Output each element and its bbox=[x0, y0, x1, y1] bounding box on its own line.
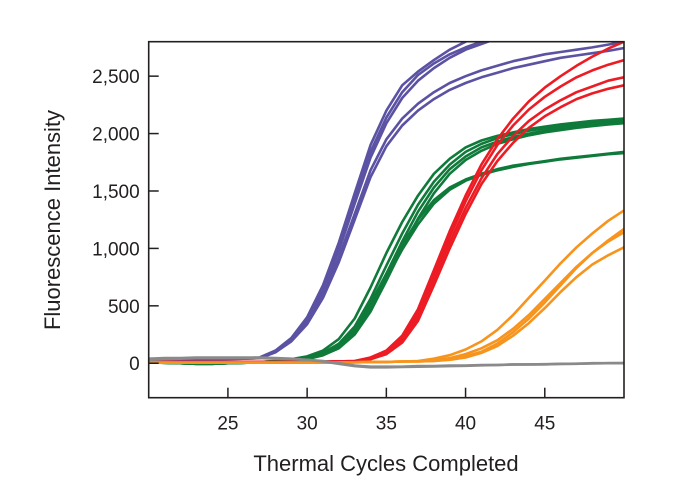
series-line-3 bbox=[149, 120, 624, 366]
series-line-11 bbox=[149, 46, 624, 362]
plot-frame bbox=[147, 40, 625, 399]
series-line-19 bbox=[149, 246, 624, 364]
y-axis-title: Fluorescence Intensity bbox=[40, 110, 65, 330]
series-line-12 bbox=[149, 42, 624, 364]
series-line-16 bbox=[149, 209, 624, 364]
series-line-10 bbox=[149, 42, 624, 362]
y-tick-label: 1,500 bbox=[92, 182, 140, 203]
x-tick-label: 30 bbox=[297, 414, 318, 435]
x-tick-label: 45 bbox=[534, 414, 555, 435]
y-tick-label: 2,000 bbox=[92, 125, 140, 146]
y-axis: 0 500 1,000 1,500 2,000 2,500 bbox=[92, 67, 159, 375]
x-tick-label: 40 bbox=[455, 414, 476, 435]
x-axis-title: Thermal Cycles Completed bbox=[253, 451, 518, 476]
y-tick-label: 1,000 bbox=[92, 239, 140, 260]
x-tick-label: 35 bbox=[376, 414, 397, 435]
series-line-17 bbox=[149, 227, 624, 364]
series-line-8 bbox=[149, 42, 485, 362]
series-line-21 bbox=[149, 356, 624, 369]
series-line-7 bbox=[149, 42, 469, 362]
series-line-9 bbox=[149, 42, 491, 362]
series-line-2 bbox=[149, 118, 624, 366]
amplification-curves bbox=[149, 42, 624, 369]
y-tick-label: 500 bbox=[108, 297, 140, 318]
series-line-5 bbox=[149, 150, 624, 366]
x-axis: 25 30 35 40 45 bbox=[217, 387, 555, 435]
series-line-1 bbox=[149, 117, 624, 366]
y-tick-label: 0 bbox=[129, 354, 140, 375]
series-line-6 bbox=[149, 151, 624, 365]
y-tick-label: 2,500 bbox=[92, 67, 140, 88]
x-tick-label: 25 bbox=[217, 414, 238, 435]
